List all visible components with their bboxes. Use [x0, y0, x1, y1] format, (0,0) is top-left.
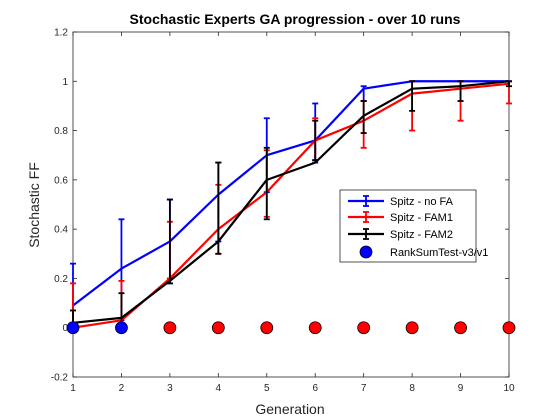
rank-sum-marker	[66, 321, 80, 335]
rank-sum-marker	[454, 321, 467, 335]
error-bar	[506, 80, 512, 88]
rank-sum-marker	[357, 321, 371, 335]
error-bar	[215, 161, 222, 255]
chart-title: Stochastic Experts GA progression - over…	[130, 11, 461, 27]
x-tick-label: 5	[264, 383, 270, 394]
y-tick-label: 0.6	[54, 175, 68, 186]
y-tick-label: 0.8	[54, 126, 68, 137]
x-tick-label: 1	[70, 383, 76, 394]
y-tick-label: 1	[62, 77, 68, 88]
x-tick-label: 2	[119, 383, 125, 394]
legend-item: RankSumTest-v3/v1	[359, 245, 488, 259]
rank-sum-marker	[260, 321, 274, 335]
rank-sum-marker	[211, 321, 225, 335]
x-tick-label: 6	[312, 383, 318, 394]
legend-label: Spitz - no FA	[390, 196, 454, 208]
y-tick-label: -0.2	[51, 373, 69, 384]
legend-label: RankSumTest-v3/v1	[390, 247, 488, 259]
rank-sum-marker	[115, 321, 128, 335]
legend-item: Spitz - FAM2	[348, 228, 453, 241]
error-bar	[263, 146, 270, 221]
x-tick-label: 8	[409, 383, 415, 394]
series-line	[72, 80, 509, 307]
y-tick-label: 0	[62, 323, 68, 334]
y-tick-label: 0.2	[54, 274, 68, 285]
legend-item: Spitz - no FA	[348, 195, 454, 208]
series-2	[70, 80, 512, 329]
x-tick-label: 10	[503, 383, 515, 394]
plot-area	[72, 31, 510, 378]
error-bar	[312, 119, 319, 162]
y-tick-label: 1.2	[54, 28, 68, 39]
y-axis-label: Stochastic FF	[26, 162, 42, 248]
legend-label: Spitz - FAM1	[390, 212, 453, 224]
x-tick-label: 4	[216, 383, 222, 394]
error-bar	[457, 80, 464, 102]
x-axis-label: Generation	[255, 401, 324, 417]
x-tick-label: 7	[361, 383, 367, 394]
rank-sum-marker	[308, 321, 322, 335]
x-tick-label: 3	[167, 383, 173, 394]
rank-sum-marker	[163, 321, 177, 335]
error-bar	[360, 100, 367, 134]
error-bar	[166, 198, 173, 285]
x-tick-label: 9	[458, 383, 464, 394]
legend-item: Spitz - FAM1	[348, 211, 453, 224]
rank-sum-marker	[502, 321, 516, 335]
legend: Spitz - no FA Spitz - FAM1 Spitz - FAM2 Ran…	[339, 189, 488, 263]
error-bar	[409, 80, 416, 112]
series-line	[72, 80, 510, 324]
rank-sum-marker	[405, 321, 419, 335]
y-tick-label: 0.4	[54, 225, 68, 236]
legend-label: Spitz - FAM2	[390, 229, 453, 241]
legend-marker	[359, 245, 373, 259]
